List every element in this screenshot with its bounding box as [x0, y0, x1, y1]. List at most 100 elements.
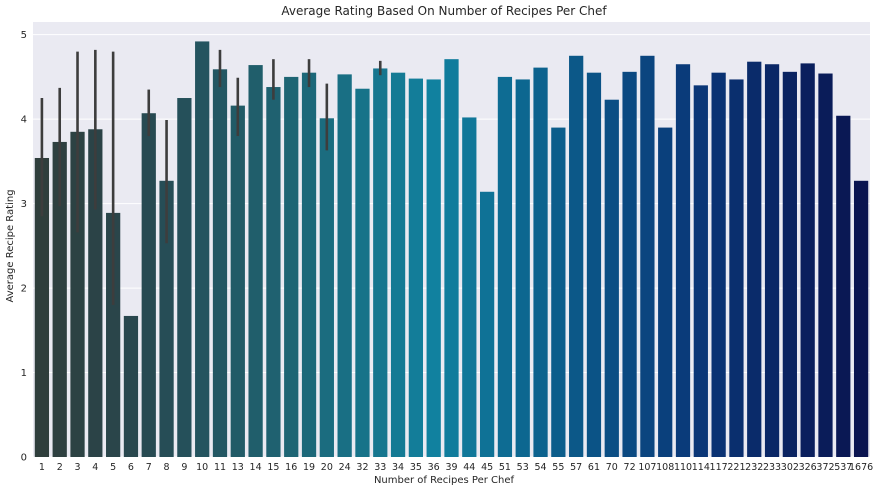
y-tick-label: 0 — [21, 453, 27, 464]
x-tick-label: 1 — [39, 462, 45, 473]
bar-55 — [551, 127, 566, 458]
bar-51 — [497, 76, 513, 457]
bar-232 — [747, 61, 762, 457]
x-tick-label: 4 — [92, 462, 98, 473]
x-tick-label: 13 — [232, 462, 244, 473]
x-tick-label: 110 — [674, 462, 692, 473]
bar-7 — [141, 113, 156, 457]
x-tick-label: 7 — [146, 462, 152, 473]
x-tick-label: 44 — [463, 462, 475, 473]
x-tick-label: 537 — [834, 462, 852, 473]
x-tick-label: 33 — [374, 462, 386, 473]
bar-44 — [462, 117, 477, 458]
bar-70 — [604, 99, 619, 457]
bar-10 — [195, 41, 210, 457]
y-tick-label: 2 — [21, 284, 27, 295]
bar-5 — [106, 212, 121, 457]
bars — [34, 41, 869, 458]
x-tick-label: 16 — [285, 462, 297, 473]
bar-6 — [123, 315, 139, 457]
bar-35 — [408, 78, 424, 458]
bar-372 — [818, 73, 833, 458]
x-tick-label: 34 — [392, 462, 404, 473]
bar-4 — [88, 129, 103, 457]
bar-221 — [729, 79, 744, 457]
x-tick-label: 6 — [128, 462, 134, 473]
x-tick-label: 35 — [410, 462, 422, 473]
x-tick-label: 61 — [588, 462, 600, 473]
x-tick-label: 8 — [164, 462, 170, 473]
bar-34 — [390, 72, 406, 457]
bar-13 — [230, 105, 245, 457]
x-tick-labels: 1 2 3 4 5 6 7 8 9 10 11 13 14 15 16 19 20 24 32 33 34 35 36 39 4… — [39, 462, 873, 473]
x-tick-label: 20 — [321, 462, 333, 473]
bar-110 — [675, 64, 691, 458]
bar-57 — [569, 55, 584, 457]
x-tick-label: 70 — [606, 462, 618, 473]
bar-32 — [355, 88, 370, 458]
x-tick-label: 1676 — [849, 462, 873, 473]
y-tick-label: 3 — [21, 199, 27, 210]
x-tick-label: 57 — [570, 462, 582, 473]
chart-title: Average Rating Based On Number of Recipe… — [281, 4, 607, 18]
bar-1 — [34, 157, 50, 457]
bar-8 — [159, 180, 174, 457]
x-tick-label: 14 — [250, 462, 262, 473]
bar-2 — [52, 141, 67, 457]
y-tick-labels: 0 1 2 3 4 5 — [21, 30, 27, 463]
bar-45 — [479, 191, 495, 457]
x-tick-label: 45 — [481, 462, 493, 473]
bar-3 — [70, 131, 85, 457]
x-tick-label: 232 — [745, 462, 763, 473]
y-tick-label: 5 — [21, 30, 27, 41]
x-tick-label: 302 — [781, 462, 799, 473]
x-tick-label: 114 — [692, 462, 710, 473]
bar-114 — [693, 85, 708, 457]
x-tick-label: 10 — [196, 462, 208, 473]
bar-11 — [212, 69, 228, 458]
x-axis-label: Number of Recipes Per Chef — [374, 475, 515, 486]
bar-16 — [284, 76, 299, 457]
bar-24 — [337, 74, 352, 458]
x-tick-label: 221 — [727, 462, 745, 473]
x-tick-label: 55 — [552, 462, 564, 473]
bar-108 — [658, 127, 673, 458]
x-tick-label: 108 — [656, 462, 674, 473]
x-tick-label: 107 — [638, 462, 656, 473]
x-tick-label: 372 — [816, 462, 834, 473]
bar-39 — [444, 59, 459, 458]
x-tick-label: 326 — [799, 462, 817, 473]
bar-537 — [836, 115, 851, 458]
bar-107 — [640, 55, 655, 457]
bar-233 — [764, 64, 780, 458]
x-tick-label: 19 — [303, 462, 315, 473]
x-tick-label: 5 — [110, 462, 116, 473]
y-tick-label: 4 — [21, 115, 27, 126]
x-tick-label: 36 — [428, 462, 440, 473]
x-tick-label: 24 — [339, 462, 351, 473]
x-tick-label: 9 — [181, 462, 187, 473]
x-tick-label: 117 — [710, 462, 728, 473]
bar-54 — [533, 67, 548, 458]
x-tick-label: 3 — [74, 462, 80, 473]
error-bars — [40, 49, 382, 305]
x-tick-label: 32 — [356, 462, 368, 473]
x-tick-label: 15 — [267, 462, 279, 473]
x-tick-label: 2 — [57, 462, 63, 473]
bar-302 — [782, 71, 797, 457]
bar-20 — [319, 118, 334, 457]
x-tick-label: 39 — [445, 462, 457, 473]
bar-19 — [301, 72, 317, 457]
bar-15 — [266, 87, 281, 458]
bar-9 — [177, 98, 192, 458]
bar-14 — [248, 65, 263, 457]
bar-72 — [622, 71, 637, 457]
bar-36 — [426, 79, 441, 457]
x-tick-label: 54 — [534, 462, 546, 473]
y-axis-label: Average Recipe Rating — [5, 189, 16, 302]
bar-33 — [373, 68, 388, 458]
bar-1676 — [853, 180, 869, 457]
bar-326 — [800, 63, 815, 458]
